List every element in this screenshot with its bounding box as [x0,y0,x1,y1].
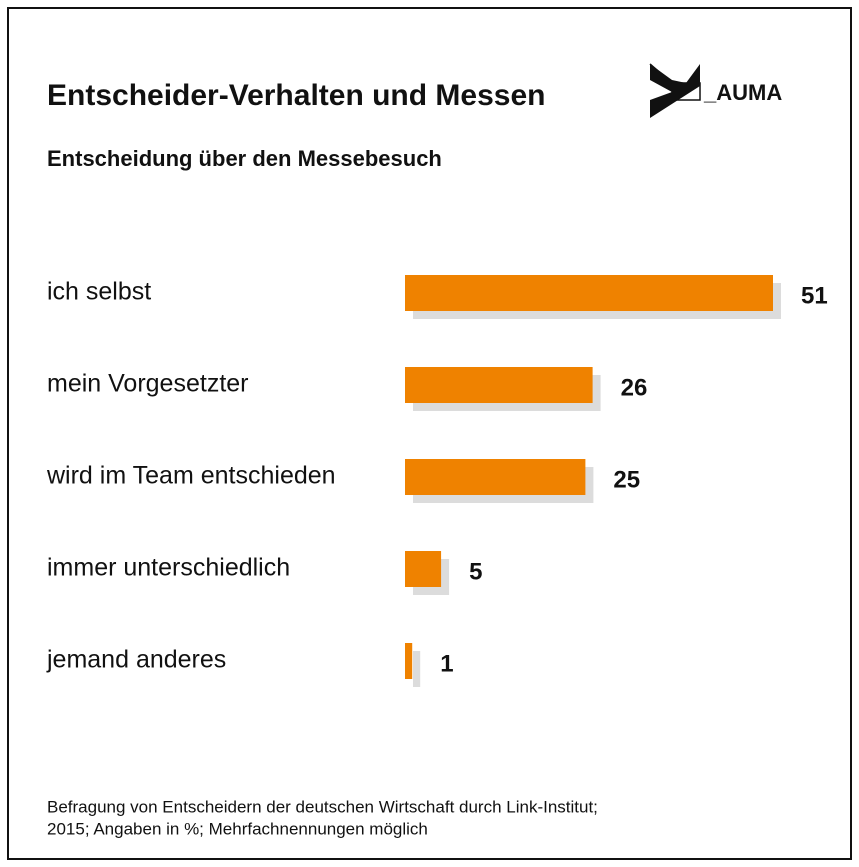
bar-shadow [413,651,421,687]
category-label: immer unterschiedlich [47,554,290,582]
bar [405,275,773,311]
chart-title: Entscheider-Verhalten und Messen [47,79,545,112]
bar [405,459,586,495]
value-label: 5 [469,558,482,585]
logo-text: _AUMA [703,80,782,105]
category-label: mein Vorgesetzter [47,370,249,398]
footnote: 2015; Angaben in %; Mehrfachnennungen mö… [47,819,428,838]
value-label: 51 [801,282,828,309]
value-label: 1 [440,650,453,677]
logo-icon [649,63,701,118]
footnote: Befragung von Entscheidern der deutschen… [47,797,598,816]
bar [405,551,442,587]
bar [405,643,413,679]
category-label: jemand anderes [46,646,226,674]
chart-subtitle: Entscheidung über den Messebesuch [47,146,442,171]
category-label: wird im Team entschieden [46,462,336,490]
frame [7,7,852,860]
value-label: 25 [613,466,640,493]
bar [405,367,593,403]
value-label: 26 [621,374,648,401]
category-label: ich selbst [47,278,151,306]
